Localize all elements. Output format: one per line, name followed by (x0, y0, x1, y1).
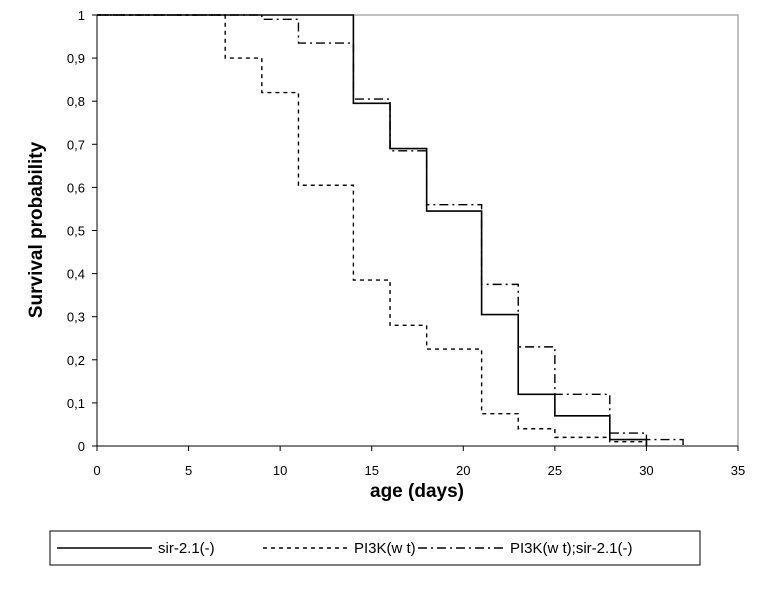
x-tick-label: 25 (548, 463, 562, 478)
x-tick-label: 5 (185, 463, 192, 478)
series-pi3k-wt (97, 14, 648, 446)
series-pi3k-wt-sir-2-1 (97, 14, 684, 446)
x-axis: 0 5 10 15 20 25 30 35 (93, 445, 745, 478)
x-axis-title: age (days) (370, 481, 464, 502)
y-tick-label: 0,2 (67, 353, 85, 368)
x-tick-label: 35 (731, 463, 745, 478)
legend-label-sir-2-1: sir-2.1(-) (158, 540, 215, 557)
x-tick-label: 15 (364, 463, 378, 478)
x-tick-label: 0 (93, 463, 100, 478)
y-tick-label: 0,4 (67, 267, 85, 282)
y-axis: 0 0,1 0,2 0,3 0,4 0,5 0,6 0,7 0,8 0,9 1 (67, 8, 98, 454)
series-sir-2-1 (97, 14, 648, 446)
y-tick-label: 0,1 (67, 396, 85, 411)
legend: sir-2.1(-) PI3K(w t) PI3K(w t);sir-2.1(-… (49, 530, 701, 566)
y-tick-label: 1 (78, 8, 85, 23)
y-tick-label: 0,9 (67, 51, 85, 66)
y-tick-label: 0,7 (67, 137, 85, 152)
y-tick-label: 0,8 (67, 94, 85, 109)
x-tick-label: 30 (639, 463, 653, 478)
legend-box (49, 530, 701, 566)
legend-label-pi3k-wt: PI3K(w t) (354, 540, 416, 557)
y-axis-title: Survival probability (26, 141, 47, 318)
y-tick-label: 0,5 (67, 224, 85, 239)
y-tick-label: 0,6 (67, 180, 85, 195)
y-tick-label: 0,3 (67, 310, 85, 325)
series-lines (97, 14, 684, 446)
legend-label-pi3k-wt-sir-2-1: PI3K(w t);sir-2.1(-) (510, 540, 633, 557)
x-tick-label: 20 (456, 463, 470, 478)
y-tick-label: 0 (78, 439, 85, 454)
x-tick-label: 10 (273, 463, 287, 478)
plot-area (96, 14, 739, 447)
